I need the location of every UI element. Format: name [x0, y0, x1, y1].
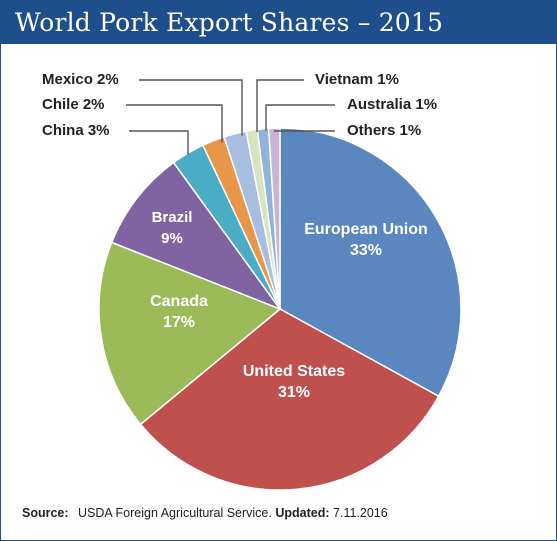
callout-australia: Australia 1% [347, 96, 437, 113]
callout-vietnam: Vietnam 1% [315, 71, 399, 88]
slice-value-canada: 17% [163, 314, 195, 331]
slice-labels: European Union 33% United States 31% Canada 1… [150, 209, 428, 401]
updated-label: Updated: [275, 506, 330, 520]
leader-line-australia [265, 104, 335, 131]
slice-value-brazil: 9% [161, 230, 183, 247]
pie-slice-united-states [139, 308, 440, 491]
slice-name-united-states: United States [243, 363, 345, 380]
source-note: Source: USDA Foreign Agricultural Servic… [22, 506, 388, 520]
pie-slice-brazil [110, 161, 283, 311]
source-label: Source: [22, 506, 69, 520]
callout-mexico: Mexico 2% [42, 71, 119, 88]
slice-value-united-states: 31% [278, 384, 310, 401]
slice-value-european-union: 33% [350, 242, 382, 259]
slice-name-canada: Canada [150, 293, 208, 310]
callout-labels: China 3% Chile 2% Mexico 2% Vietnam 1% Austr… [42, 71, 437, 155]
slice-name-brazil: Brazil [152, 209, 193, 226]
source-text: USDA Foreign Agricultural Service. [78, 506, 272, 520]
leader-line-chile [126, 104, 223, 143]
callout-china: China 3% [42, 122, 110, 139]
leader-line-china [129, 130, 189, 155]
callout-others: Others 1% [347, 122, 421, 139]
updated-text: 7.11.2016 [333, 506, 388, 520]
pie-slice-european-union [279, 127, 462, 398]
pie-slices [98, 127, 462, 491]
callout-chile: Chile 2% [42, 96, 105, 113]
slice-name-european-union: European Union [304, 221, 428, 238]
pie-slice-canada [98, 241, 282, 426]
chart-title: World Pork Export Shares – 2015 [15, 8, 444, 37]
leader-line-vietnam [256, 79, 304, 133]
pie-slice-others [267, 127, 281, 310]
leader-line-mexico [139, 79, 243, 136]
pie-chart: European Union 33% United States 31% Canada 1… [42, 71, 462, 491]
title-bar: World Pork Export Shares – 2015 [1, 1, 556, 44]
